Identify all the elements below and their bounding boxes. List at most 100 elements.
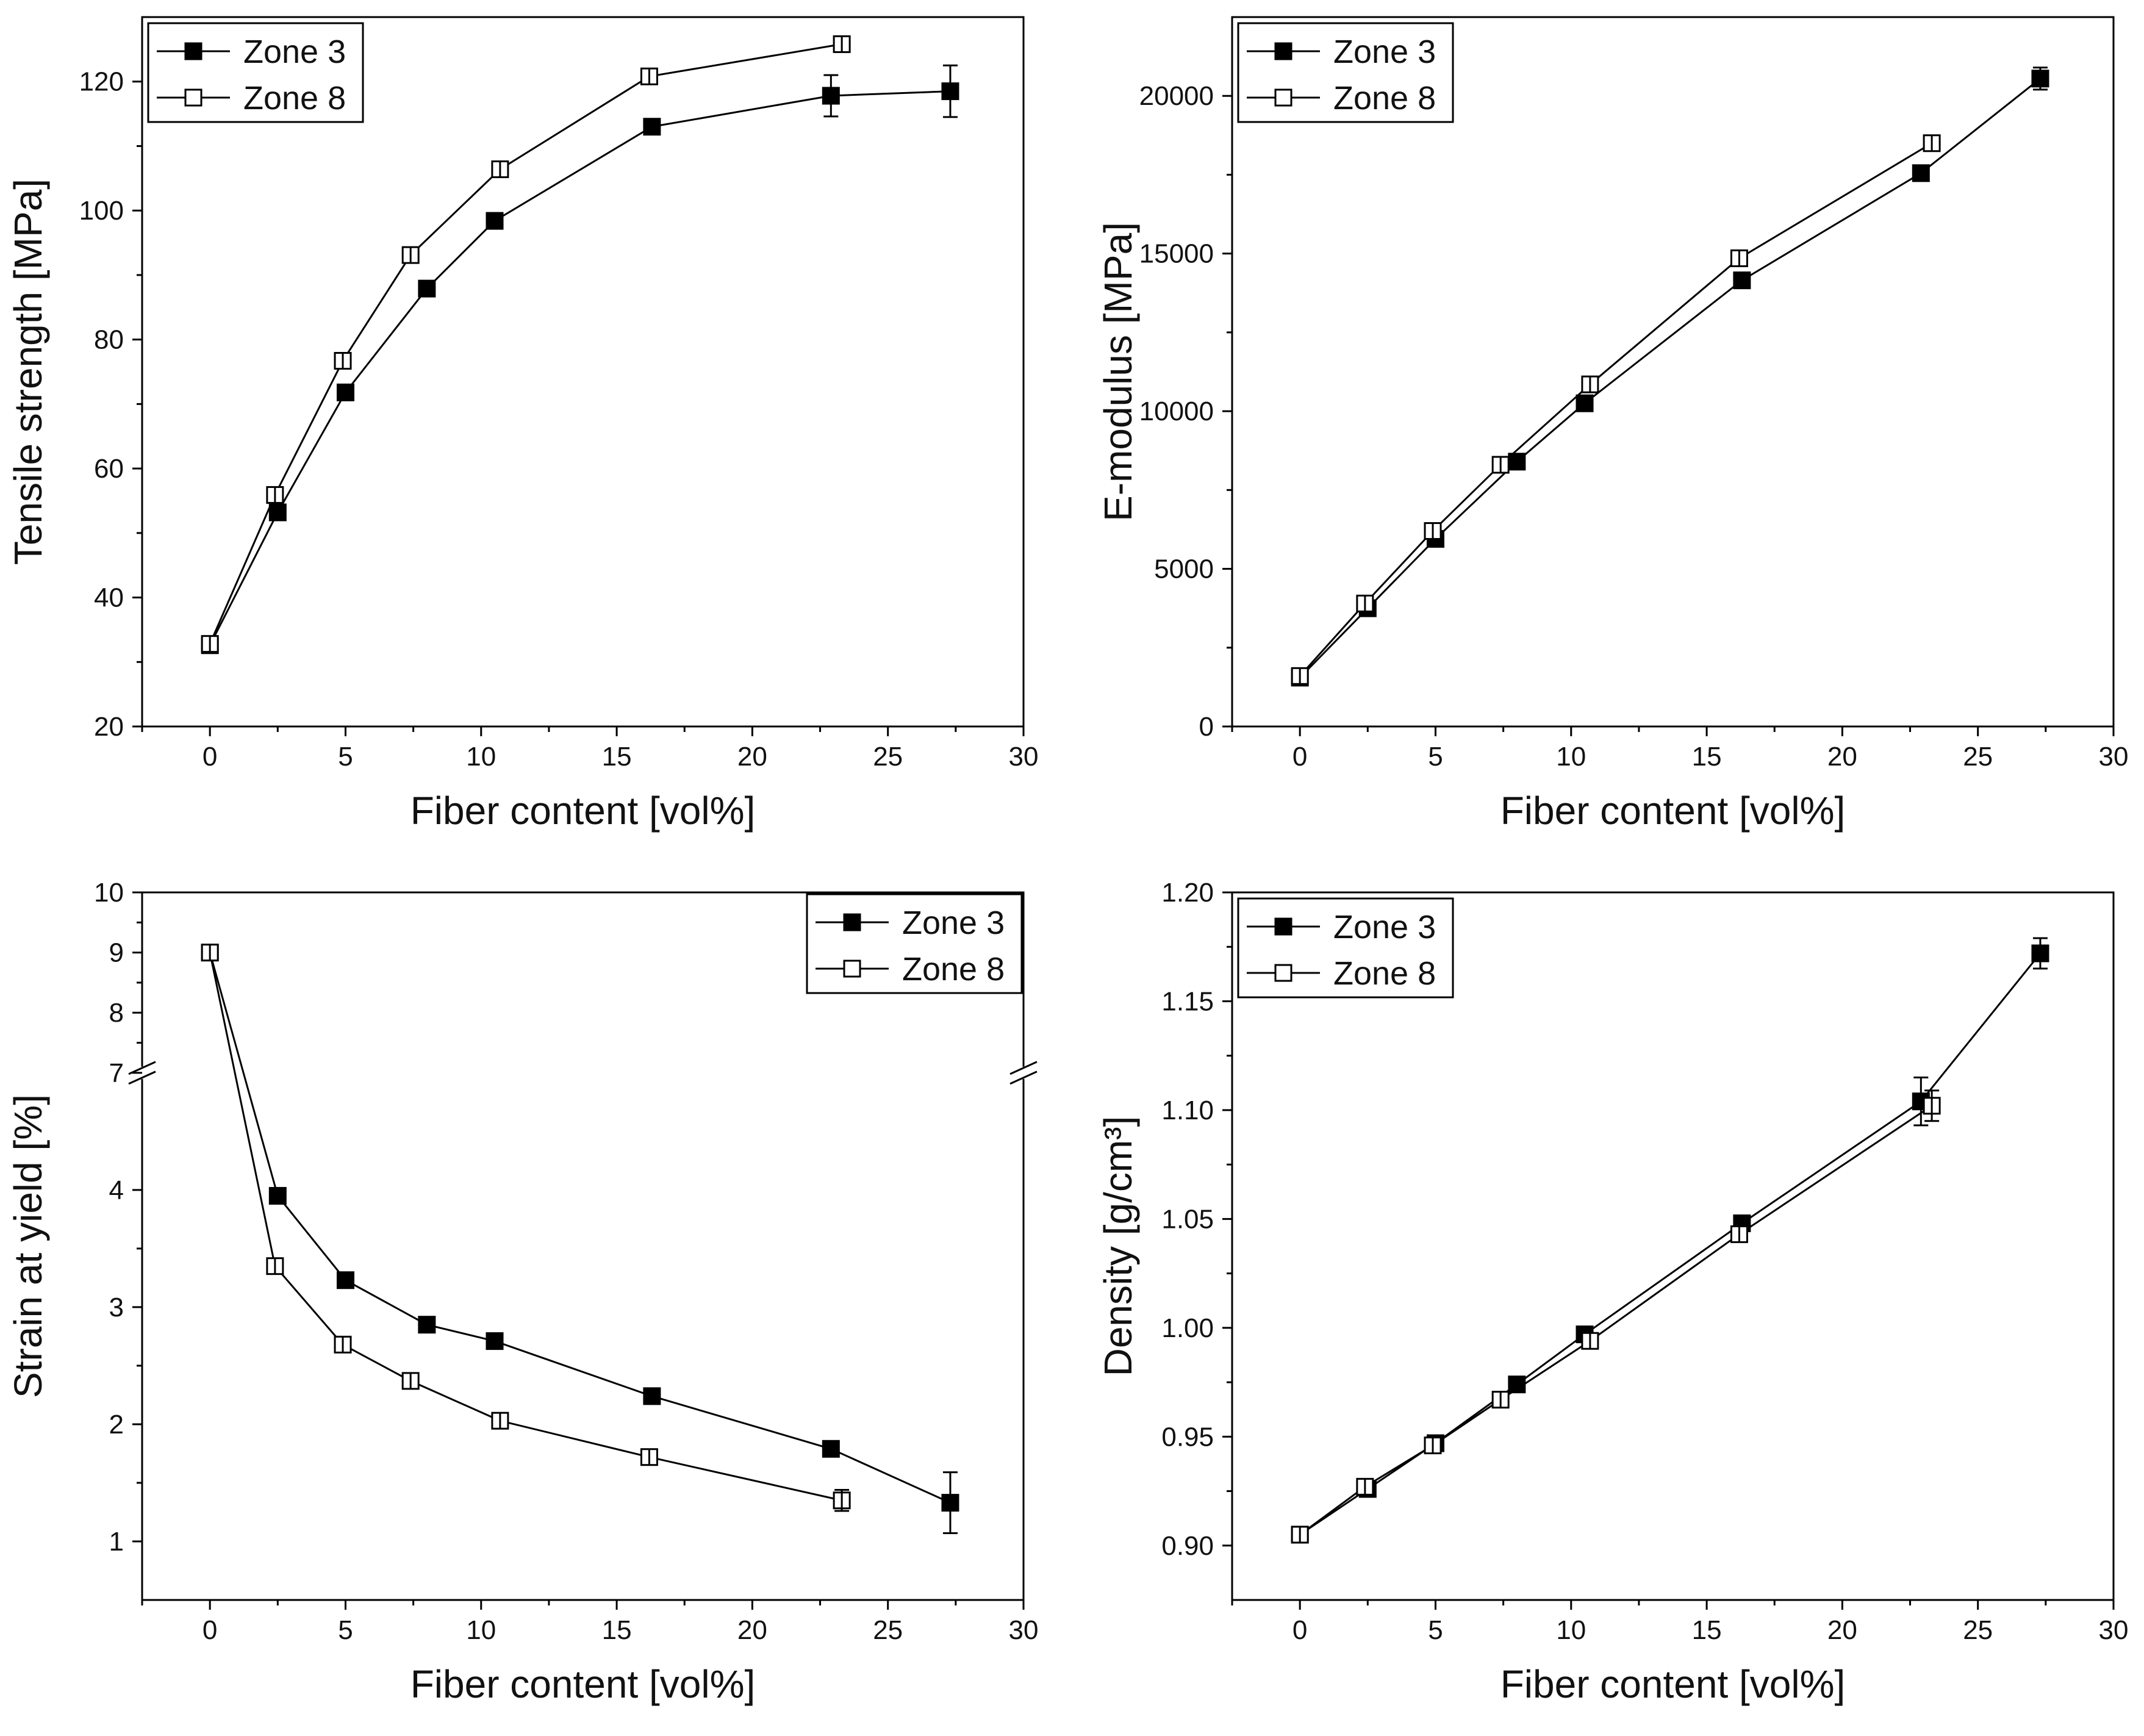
legend-label: Zone 3 [1333, 909, 1436, 945]
legend-label: Zone 3 [902, 905, 1005, 941]
data-point-zone-3 [2031, 944, 2049, 963]
x-tick-label: 25 [873, 742, 903, 772]
legend-box [806, 893, 1023, 994]
x-tick-label: 0 [1292, 742, 1307, 772]
y-tick-label: 1.15 [1161, 986, 1214, 1016]
x-tick-label: 15 [1692, 1615, 1722, 1645]
x-tick-label: 20 [737, 742, 767, 772]
legend-label: Zone 8 [243, 80, 346, 117]
data-point-zone-3 [1576, 394, 1594, 412]
y-axis-label: Density [g/cm³] [1096, 1116, 1140, 1377]
data-point-zone-3 [268, 1186, 287, 1205]
x-tick-label: 0 [1292, 1615, 1307, 1645]
data-point-zone-3 [486, 1332, 504, 1350]
x-tick-label: 5 [338, 742, 353, 772]
y-tick-label: 1.20 [1161, 878, 1214, 908]
y-tick-label: 1.10 [1161, 1096, 1214, 1125]
legend-marker [1274, 42, 1292, 60]
y-tick-label: 0.90 [1161, 1531, 1214, 1561]
axis-break-mark [128, 1071, 156, 1085]
y-tick-label: 2 [109, 1410, 124, 1440]
panel-density: 0 5 10 15 20 25 30 0.90 0.95 1.00 1.05 1.10 1.15 1.20… [1096, 878, 2128, 1706]
legend-label: Zone 8 [902, 951, 1005, 988]
y-axis-label: Tensile strength [MPa] [6, 179, 50, 565]
data-point-zone-3 [336, 1271, 354, 1289]
legend-marker [184, 88, 203, 107]
x-tick-label: 10 [466, 742, 496, 772]
x-tick-label: 0 [203, 742, 217, 772]
x-tick-label: 20 [737, 1615, 767, 1645]
panel-tensile-strength: 0 5 10 15 20 25 30 20 40 60 80 100 120 Fiber content … [6, 16, 1039, 833]
panel-strain-at-yield: 0 5 10 15 20 25 30 1 2 3 4 7 8 9 10 Fiber content [vol%… [6, 878, 1038, 1706]
y-tick-label: 20 [94, 712, 124, 742]
data-point-zone-3 [418, 279, 436, 298]
y-tick-label: 60 [94, 454, 124, 484]
y-tick-label: 3 [109, 1293, 124, 1322]
legend-marker [843, 913, 861, 931]
y-tick-label: 10000 [1139, 396, 1214, 426]
legend-label: Zone 8 [1333, 80, 1436, 117]
series-line-zone-3 [209, 90, 951, 646]
plot-frame [1231, 16, 2115, 728]
legend-marker [1274, 964, 1292, 982]
y-axis-label: E-modulus [MPa] [1096, 222, 1140, 522]
y-tick-label: 4 [109, 1175, 124, 1205]
data-point-zone-3 [1508, 453, 1526, 471]
y-tick-label: 5000 [1154, 554, 1214, 584]
series-line-zone-8 [209, 952, 842, 1502]
axis-break-mark [1009, 1061, 1038, 1075]
data-point-zone-3 [822, 87, 840, 105]
series-line-zone-3 [1299, 77, 2041, 678]
data-point-zone-3 [2031, 70, 2049, 88]
x-tick-label: 20 [1827, 1615, 1857, 1645]
y-tick-label: 1.05 [1161, 1204, 1214, 1234]
legend-marker [1274, 88, 1292, 107]
data-point-zone-3 [336, 383, 354, 401]
x-tick-label: 30 [1009, 742, 1039, 772]
legend-label: Zone 8 [1333, 955, 1436, 992]
y-tick-label: 80 [94, 325, 124, 355]
data-point-zone-3 [941, 1494, 959, 1512]
x-tick-label: 5 [338, 1615, 353, 1645]
x-axis-label: Fiber content [vol%] [411, 789, 756, 833]
data-point-zone-3 [486, 212, 504, 230]
y-tick-label: 0 [1199, 712, 1214, 742]
legend-marker [843, 959, 861, 978]
data-point-zone-3 [643, 1387, 661, 1405]
legend-marker [1274, 917, 1292, 936]
axis-break-mark [1009, 1071, 1038, 1085]
x-axis-label: Fiber content [vol%] [1500, 789, 1846, 833]
y-tick-label: 1.00 [1161, 1313, 1214, 1343]
x-tick-label: 10 [1556, 1615, 1586, 1645]
legend-box [1237, 22, 1454, 123]
plot-frame [141, 16, 1025, 728]
y-tick-label: 9 [109, 938, 124, 968]
x-tick-label: 15 [602, 1615, 632, 1645]
y-tick-label: 0.95 [1161, 1422, 1214, 1452]
y-tick-label: 120 [79, 67, 124, 97]
series-line-zone-3 [1299, 952, 2042, 1536]
x-axis-label: Fiber content [vol%] [411, 1662, 756, 1706]
data-point-zone-3 [418, 1316, 436, 1334]
y-tick-label: 7 [109, 1058, 124, 1088]
x-tick-label: 5 [1428, 1615, 1443, 1645]
x-tick-label: 5 [1428, 742, 1443, 772]
x-axis-label: Fiber content [vol%] [1500, 1662, 1846, 1706]
legend-label: Zone 3 [243, 34, 346, 70]
y-tick-label: 40 [94, 583, 124, 613]
x-tick-label: 0 [203, 1615, 217, 1645]
x-tick-label: 25 [873, 1615, 903, 1645]
y-tick-label: 15000 [1139, 239, 1214, 269]
data-point-zone-3 [941, 82, 959, 101]
y-axis-label: Strain at yield [%] [6, 1094, 50, 1398]
legend-box [147, 22, 364, 123]
legend-label: Zone 3 [1333, 34, 1436, 70]
data-point-zone-3 [268, 503, 287, 522]
data-point-zone-3 [643, 118, 661, 136]
x-tick-label: 30 [2099, 742, 2129, 772]
y-tick-label: 1 [109, 1527, 124, 1557]
series-line-zone-8 [209, 43, 842, 645]
y-tick-label: 10 [94, 878, 124, 908]
plot-frame [1231, 891, 2115, 1601]
